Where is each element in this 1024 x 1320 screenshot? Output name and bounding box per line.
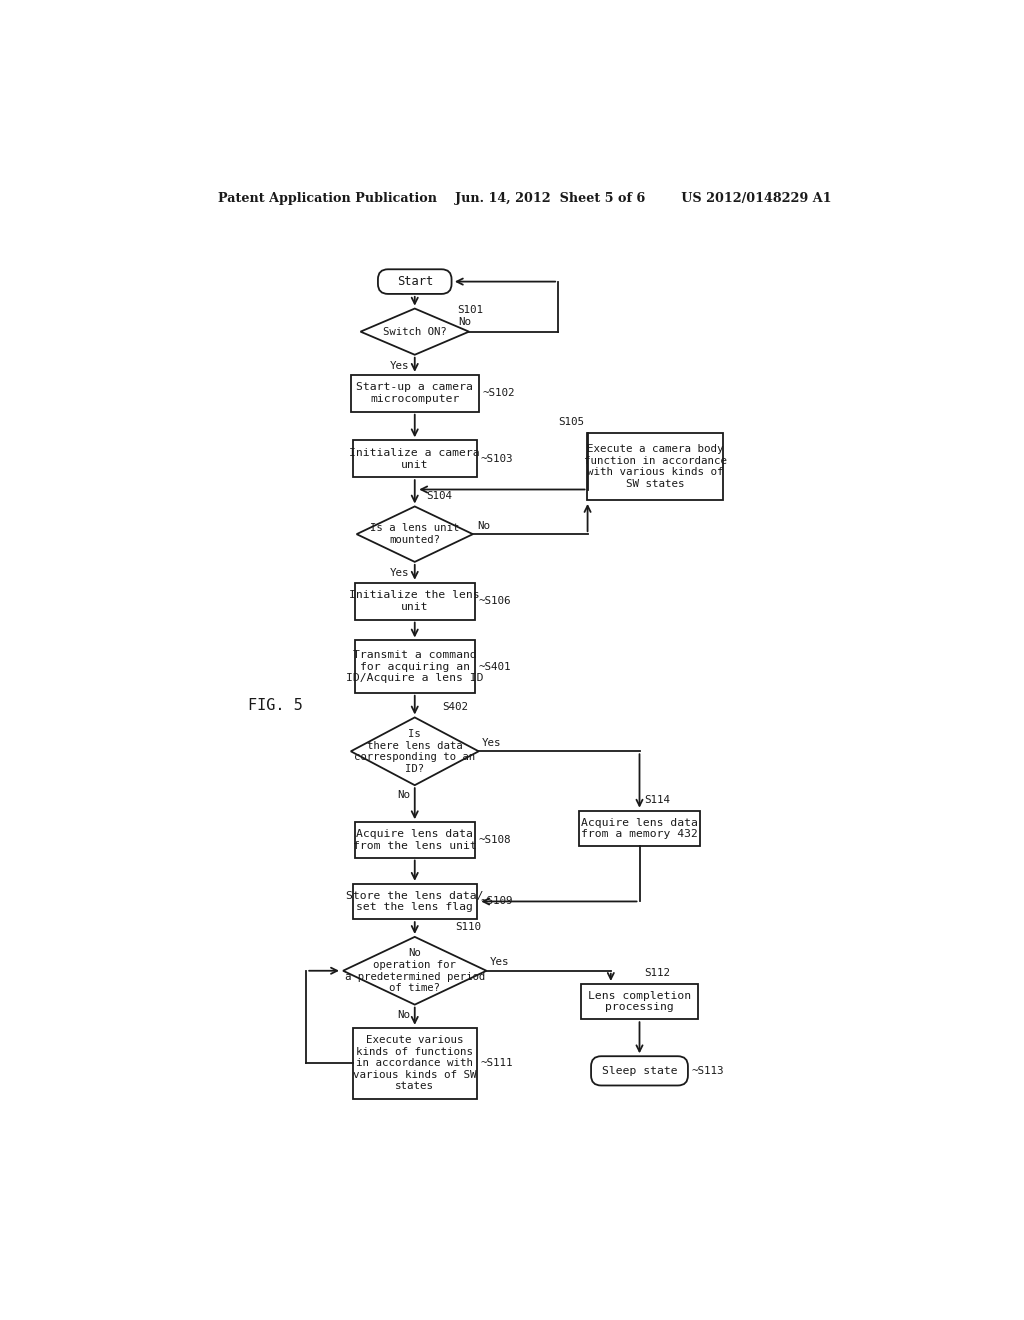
Text: S110: S110 [455,921,481,932]
Text: ~S106: ~S106 [478,597,511,606]
Text: S402: S402 [442,702,468,713]
FancyBboxPatch shape [352,1028,477,1098]
Text: FIG. 5: FIG. 5 [248,697,303,713]
Polygon shape [351,718,478,785]
FancyBboxPatch shape [354,582,475,619]
FancyBboxPatch shape [351,375,478,412]
Text: Sleep state: Sleep state [602,1065,677,1076]
Text: Execute various
kinds of functions
in accordance with
various kinds of SW
states: Execute various kinds of functions in ac… [353,1035,476,1092]
Text: ~S111: ~S111 [480,1059,513,1068]
Text: No: No [477,520,489,531]
Text: S104: S104 [426,491,453,502]
Polygon shape [360,309,469,355]
Text: S101: S101 [458,305,483,315]
Polygon shape [343,937,486,1005]
Text: Yes: Yes [390,360,410,371]
Text: Patent Application Publication    Jun. 14, 2012  Sheet 5 of 6        US 2012/014: Patent Application Publication Jun. 14, … [218,191,831,205]
FancyBboxPatch shape [582,983,697,1019]
Text: Initialize a camera
unit: Initialize a camera unit [349,447,480,470]
Text: ~S102: ~S102 [482,388,515,399]
FancyBboxPatch shape [591,1056,688,1085]
Text: ~S401: ~S401 [478,661,511,672]
FancyBboxPatch shape [580,810,699,846]
Text: Start-up a camera
microcomputer: Start-up a camera microcomputer [356,383,473,404]
Text: Yes: Yes [482,738,502,748]
FancyBboxPatch shape [352,884,477,919]
Text: Lens completion
processing: Lens completion processing [588,991,691,1012]
Text: ~S108: ~S108 [478,834,511,845]
Text: Is
there lens data
corresponding to an
ID?: Is there lens data corresponding to an I… [354,729,475,774]
Text: No
operation for
a predetermined period
of time?: No operation for a predetermined period … [345,948,485,993]
Text: Acquire lens data
from the lens unit: Acquire lens data from the lens unit [353,829,476,850]
Text: S114: S114 [644,795,670,805]
Text: Store the lens data/
set the lens flag: Store the lens data/ set the lens flag [346,891,483,912]
Text: Switch ON?: Switch ON? [383,326,446,337]
Text: Initialize the lens
unit: Initialize the lens unit [349,590,480,612]
Text: S105: S105 [558,417,584,426]
Text: Transmit a command
for acquiring an
ID/Acquire a lens ID: Transmit a command for acquiring an ID/A… [346,649,483,684]
Text: Yes: Yes [489,957,509,968]
Text: No: No [458,317,471,327]
FancyBboxPatch shape [378,269,452,294]
FancyBboxPatch shape [587,433,723,500]
Text: Is a lens unit
mounted?: Is a lens unit mounted? [370,523,460,545]
FancyBboxPatch shape [354,822,475,858]
Text: ~S103: ~S103 [480,454,513,463]
FancyBboxPatch shape [352,441,477,478]
Text: No: No [397,1010,411,1019]
Text: No: No [397,791,411,800]
Text: Start: Start [396,275,433,288]
Text: S112: S112 [644,968,670,978]
Polygon shape [356,507,473,562]
Text: ~S113: ~S113 [691,1065,724,1076]
Text: Acquire lens data
from a memory 432: Acquire lens data from a memory 432 [581,817,698,840]
FancyBboxPatch shape [354,640,475,693]
Text: Execute a camera body
function in accordance
with various kinds of
SW states: Execute a camera body function in accord… [584,444,726,488]
Text: Yes: Yes [390,568,410,578]
Text: ~S109: ~S109 [480,896,513,907]
